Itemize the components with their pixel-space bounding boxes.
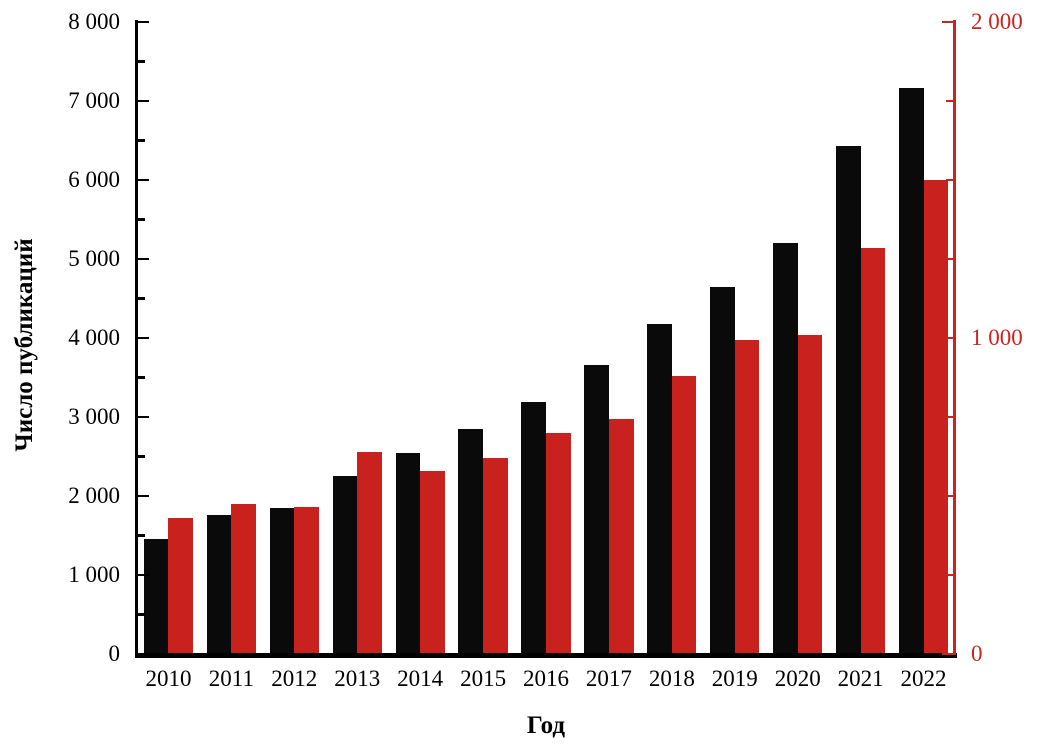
left-axis-tick bbox=[138, 652, 149, 656]
bar-black-2019 bbox=[710, 286, 735, 655]
left-axis-tick bbox=[138, 573, 149, 577]
left-axis-tick bbox=[138, 139, 145, 142]
left-axis-tick bbox=[138, 178, 149, 182]
bar-black-2021 bbox=[836, 146, 861, 655]
left-axis-tick-label: 4 000 bbox=[68, 325, 120, 350]
x-tick-label-2022: 2022 bbox=[900, 666, 947, 691]
left-axis-tick bbox=[138, 494, 149, 498]
right-axis-tick-label: 2 000 bbox=[971, 9, 1023, 34]
bar-red-2022 bbox=[923, 180, 949, 655]
bar-red-2015 bbox=[483, 458, 508, 655]
bar-black-2013 bbox=[332, 476, 358, 655]
bar-red-2020 bbox=[797, 334, 823, 655]
right-axis-tick bbox=[946, 573, 956, 577]
bar-black-2015 bbox=[458, 428, 484, 655]
y-axis-title: Число публикаций bbox=[11, 238, 38, 452]
bar-black-2011 bbox=[206, 514, 232, 655]
right-axis-tick-label: 0 bbox=[971, 641, 983, 666]
left-axis-tick-label: 6 000 bbox=[68, 167, 120, 192]
bar-black-2016 bbox=[521, 401, 546, 655]
bar-black-2010 bbox=[143, 539, 169, 655]
x-tick-label-2010: 2010 bbox=[145, 666, 192, 691]
right-axis-tick bbox=[946, 178, 956, 182]
left-axis-tick bbox=[138, 534, 145, 537]
left-axis-tick bbox=[138, 613, 145, 616]
right-axis-tick bbox=[946, 257, 956, 261]
x-axis-line bbox=[135, 653, 957, 658]
bar-red-2018 bbox=[671, 375, 697, 655]
right-axis-tick bbox=[946, 494, 956, 498]
bar-red-2019 bbox=[734, 339, 760, 655]
bar-black-2020 bbox=[773, 243, 798, 655]
left-axis-tick bbox=[138, 376, 145, 379]
bar-red-2012 bbox=[294, 507, 319, 655]
right-axis-tick-label: 1 000 bbox=[971, 325, 1023, 350]
x-tick-label-2020: 2020 bbox=[774, 666, 821, 691]
x-tick-label-2012: 2012 bbox=[271, 666, 318, 691]
left-axis-tick bbox=[138, 297, 145, 300]
right-axis-tick bbox=[946, 415, 956, 419]
left-axis-tick bbox=[138, 20, 149, 24]
left-axis-tick bbox=[138, 99, 149, 103]
right-axis-tick bbox=[942, 336, 956, 340]
bar-red-2011 bbox=[231, 503, 256, 655]
bar-black-2017 bbox=[584, 364, 609, 655]
bar-red-2021 bbox=[860, 247, 886, 655]
left-axis-tick-label: 0 bbox=[108, 641, 121, 666]
left-axis-tick-label: 7 000 bbox=[68, 88, 120, 113]
bar-red-2010 bbox=[168, 518, 194, 655]
x-tick-label-2013: 2013 bbox=[334, 666, 381, 691]
right-axis-tick bbox=[942, 20, 956, 24]
left-axis-tick bbox=[138, 218, 145, 221]
bar-black-2018 bbox=[647, 323, 672, 655]
left-axis-tick-label: 1 000 bbox=[68, 562, 120, 587]
left-axis-tick bbox=[138, 336, 149, 340]
left-axis-tick bbox=[138, 415, 149, 419]
left-axis-tick-label: 5 000 bbox=[68, 246, 120, 271]
bar-red-2017 bbox=[608, 418, 634, 655]
bar-red-2014 bbox=[420, 470, 445, 655]
bar-black-2012 bbox=[269, 507, 295, 655]
left-axis-tick-label: 2 000 bbox=[68, 483, 120, 508]
right-axis-tick bbox=[946, 99, 956, 103]
bar-black-2022 bbox=[898, 88, 924, 655]
left-axis-tick bbox=[138, 60, 145, 63]
x-tick-label-2015: 2015 bbox=[460, 666, 507, 691]
left-axis-line bbox=[135, 20, 138, 658]
bar-red-2013 bbox=[357, 451, 382, 655]
x-tick-label-2021: 2021 bbox=[837, 666, 884, 691]
right-axis-tick bbox=[942, 652, 956, 656]
left-axis-tick-label: 8 000 bbox=[68, 9, 120, 34]
bar-red-2016 bbox=[546, 432, 571, 655]
x-tick-label-2017: 2017 bbox=[585, 666, 632, 691]
left-axis-tick bbox=[138, 455, 145, 458]
x-tick-label-2016: 2016 bbox=[523, 666, 569, 691]
x-tick-label-2014: 2014 bbox=[397, 666, 444, 691]
bar-black-2014 bbox=[395, 452, 421, 655]
left-axis-tick bbox=[138, 257, 149, 261]
x-tick-label-2018: 2018 bbox=[648, 666, 695, 691]
x-axis-title: Год bbox=[526, 712, 566, 739]
x-tick-label-2019: 2019 bbox=[711, 666, 758, 691]
left-axis-tick-label: 3 000 bbox=[68, 404, 120, 429]
x-tick-label-2011: 2011 bbox=[208, 666, 254, 691]
